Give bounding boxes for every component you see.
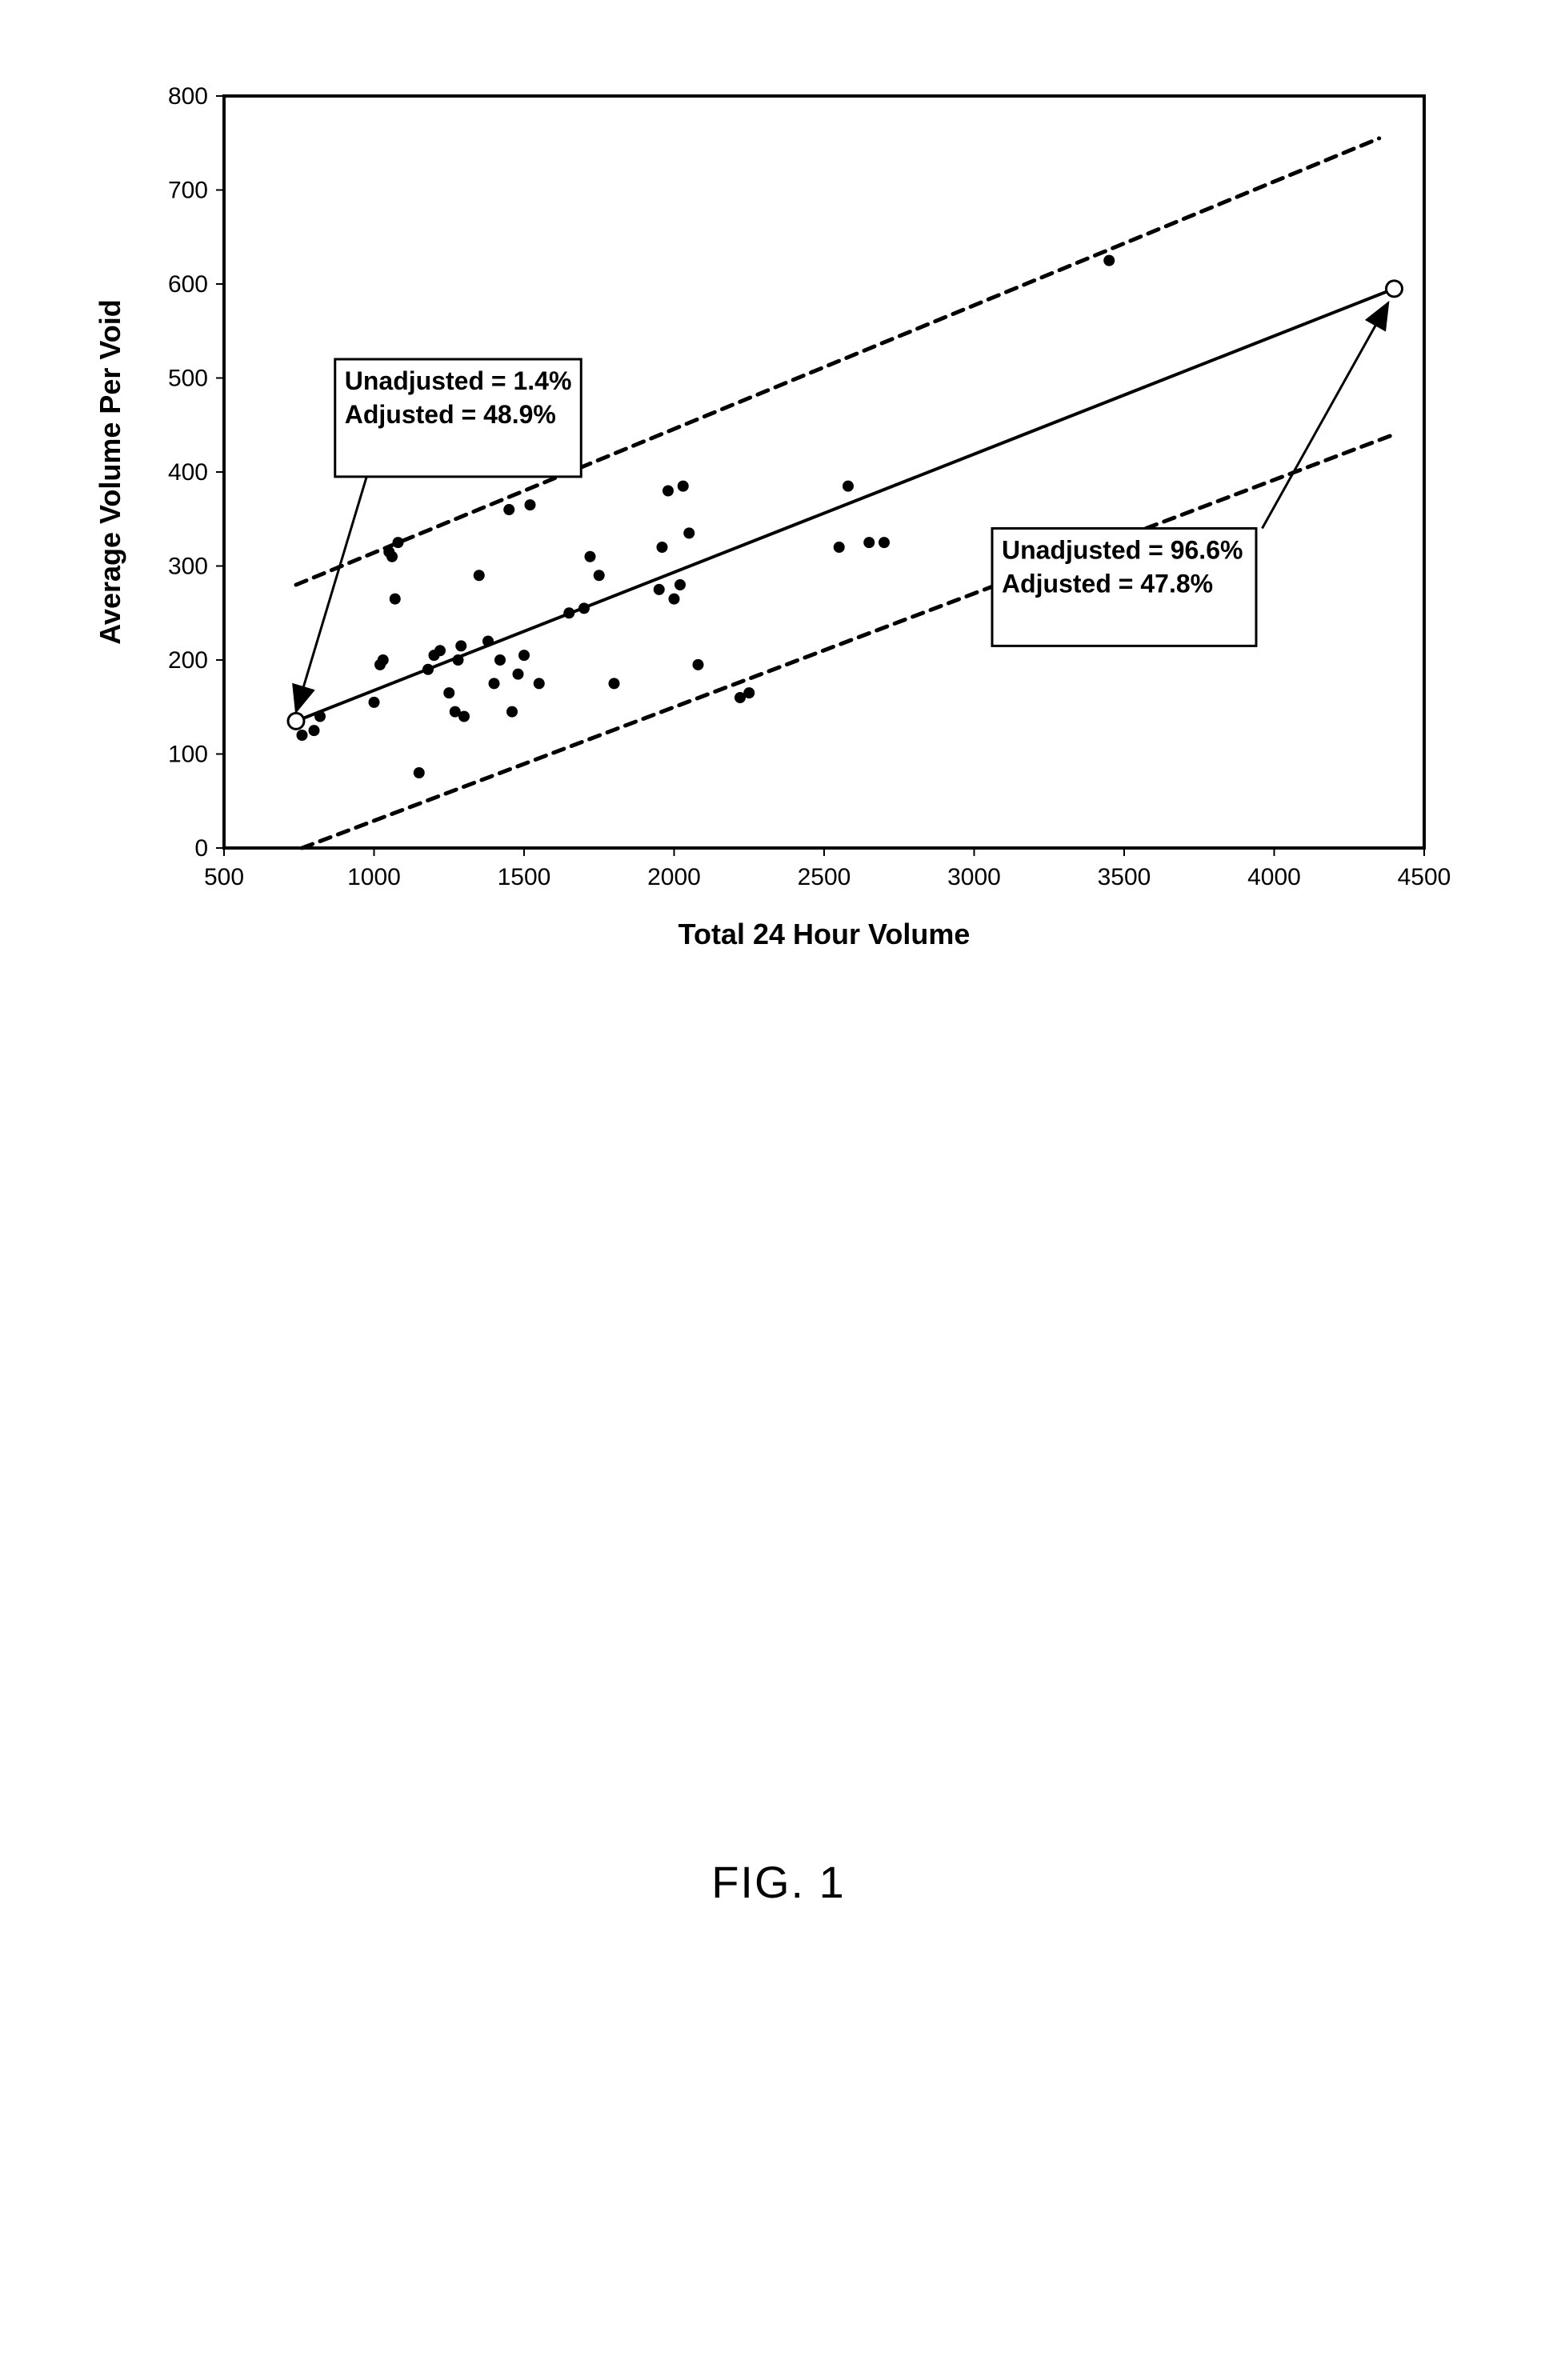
data-point	[297, 730, 308, 741]
x-tick-label: 3500	[1098, 864, 1151, 890]
x-tick-label: 2500	[798, 864, 851, 890]
data-point	[525, 499, 536, 510]
data-point	[657, 542, 668, 553]
y-tick-label: 100	[168, 742, 208, 768]
scatter-chart: 500 1000 1500 2000 2500 3000 3500 4000 4500 0 100 2…	[80, 64, 1456, 980]
data-point	[506, 706, 518, 718]
data-point	[863, 537, 875, 548]
y-tick-label: 700	[168, 178, 208, 204]
callout-text: Unadjusted = 96.6%	[1002, 536, 1243, 565]
data-point	[518, 650, 530, 661]
y-tick-label: 500	[168, 366, 208, 392]
x-tick-label: 4500	[1398, 864, 1451, 890]
data-point	[390, 594, 401, 605]
data-point	[594, 570, 605, 581]
data-point	[314, 711, 326, 722]
x-axis-label: Total 24 Hour Volume	[678, 918, 971, 950]
data-point	[458, 711, 470, 722]
data-point	[482, 636, 494, 647]
data-point	[1103, 255, 1115, 266]
data-point	[674, 579, 686, 590]
data-point	[693, 659, 704, 670]
data-point	[534, 678, 545, 689]
data-point	[843, 481, 854, 492]
data-point	[455, 640, 466, 651]
data-point	[513, 669, 524, 680]
data-point	[453, 654, 464, 666]
data-point	[369, 697, 380, 708]
x-tick-label: 500	[204, 864, 244, 890]
data-point	[434, 645, 446, 656]
y-tick-label: 300	[168, 554, 208, 580]
endpoint-marker	[1387, 281, 1403, 297]
x-tick-label: 1500	[498, 864, 551, 890]
callout-text: Unadjusted = 1.4%	[345, 366, 572, 395]
y-axis-label: Average Volume Per Void	[94, 299, 126, 644]
endpoint-marker	[288, 713, 304, 729]
data-point	[578, 602, 590, 614]
data-point	[443, 687, 454, 698]
data-point	[585, 551, 596, 562]
x-tick-label: 1000	[347, 864, 401, 890]
x-tick-label: 3000	[947, 864, 1001, 890]
data-point	[563, 607, 574, 618]
data-point	[309, 725, 320, 736]
y-tick-label: 800	[168, 83, 208, 110]
y-tick-label: 200	[168, 647, 208, 674]
data-point	[669, 594, 680, 605]
x-tick-label: 2000	[647, 864, 701, 890]
data-point	[489, 678, 500, 689]
data-point	[654, 584, 665, 595]
data-point	[386, 551, 398, 562]
y-tick-label: 400	[168, 459, 208, 486]
data-point	[609, 678, 620, 689]
data-point	[422, 664, 434, 675]
data-point	[678, 481, 689, 492]
chart-svg: 500 1000 1500 2000 2500 3000 3500 4000 4500 0 100 2…	[80, 64, 1456, 976]
callout-text: Adjusted = 47.8%	[1002, 570, 1213, 598]
y-tick-label: 0	[194, 835, 208, 862]
data-point	[503, 504, 514, 515]
data-point	[474, 570, 485, 581]
data-point	[743, 687, 754, 698]
callout-text: Adjusted = 48.9%	[345, 400, 556, 429]
data-point	[494, 654, 506, 666]
page: 500 1000 1500 2000 2500 3000 3500 4000 4500 0 100 2…	[32, 32, 1525, 2348]
x-tick-label: 4000	[1247, 864, 1301, 890]
data-point	[378, 654, 389, 666]
data-point	[683, 527, 694, 538]
data-point	[834, 542, 845, 553]
data-point	[414, 767, 425, 778]
data-point	[879, 537, 890, 548]
data-point	[662, 486, 674, 497]
figure-caption: FIG. 1	[32, 1856, 1525, 1908]
y-tick-label: 600	[168, 271, 208, 298]
data-point	[393, 537, 404, 548]
